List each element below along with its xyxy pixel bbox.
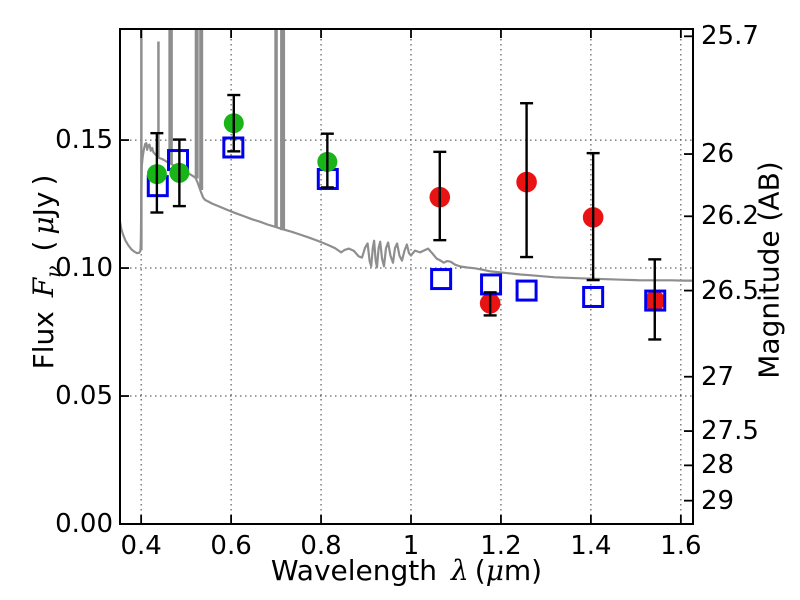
- blue-square-point: [515, 279, 538, 302]
- flux-tick-label: 0.10: [55, 253, 113, 284]
- blue-square-point: [480, 273, 503, 296]
- model-spectrum-line: [120, 29, 693, 282]
- y-axis-label-left: FluxFν(μJy): [27, 174, 65, 370]
- magnitude-tick-label: 26: [701, 139, 735, 170]
- blue-square-point: [430, 268, 453, 291]
- x-tick-label: 1.2: [480, 531, 522, 561]
- x-tick-label: 1.6: [660, 531, 702, 561]
- magnitude-tick-label: 29: [701, 485, 735, 516]
- magnitude-tick-label: 26.2: [701, 201, 759, 232]
- mu-symbol: μ: [27, 216, 61, 235]
- x-tick-label: 0.6: [210, 531, 252, 561]
- y-axis-label-right: Magnitude (AB): [752, 161, 786, 379]
- magnitude-tick-label: 28: [701, 450, 735, 481]
- magnitude-tick-label: 27.5: [701, 416, 759, 447]
- blue-square-point: [582, 285, 605, 308]
- gridlines: [120, 29, 693, 524]
- mu-symbol: μ: [485, 554, 504, 587]
- x-tick-label: 0.8: [300, 531, 342, 561]
- axes-frame: [119, 28, 694, 525]
- error-bars: [150, 93, 662, 341]
- magnitude-tick-label: 26.5: [701, 275, 759, 306]
- flux-tick-label: 0.05: [55, 381, 113, 412]
- magnitude-tick-label: 27: [701, 361, 735, 392]
- magnitude-tick-label: 25.7: [701, 21, 759, 52]
- x-tick-label: 1: [402, 531, 420, 561]
- red-circle-markers: [429, 171, 666, 314]
- x-tick-label: 0.4: [120, 531, 162, 561]
- flux-tick-label: 0.15: [55, 125, 113, 156]
- tick-marks: [120, 29, 693, 525]
- lambda-symbol: λ: [451, 554, 469, 587]
- x-axis-label-word: Wavelength: [270, 554, 437, 587]
- x-axis-label: Wavelength λ (μm): [270, 554, 543, 587]
- x-tick-label: 1.4: [570, 531, 612, 561]
- flux-symbol: Fν: [27, 265, 65, 298]
- flux-tick-label: 0.00: [55, 509, 113, 539]
